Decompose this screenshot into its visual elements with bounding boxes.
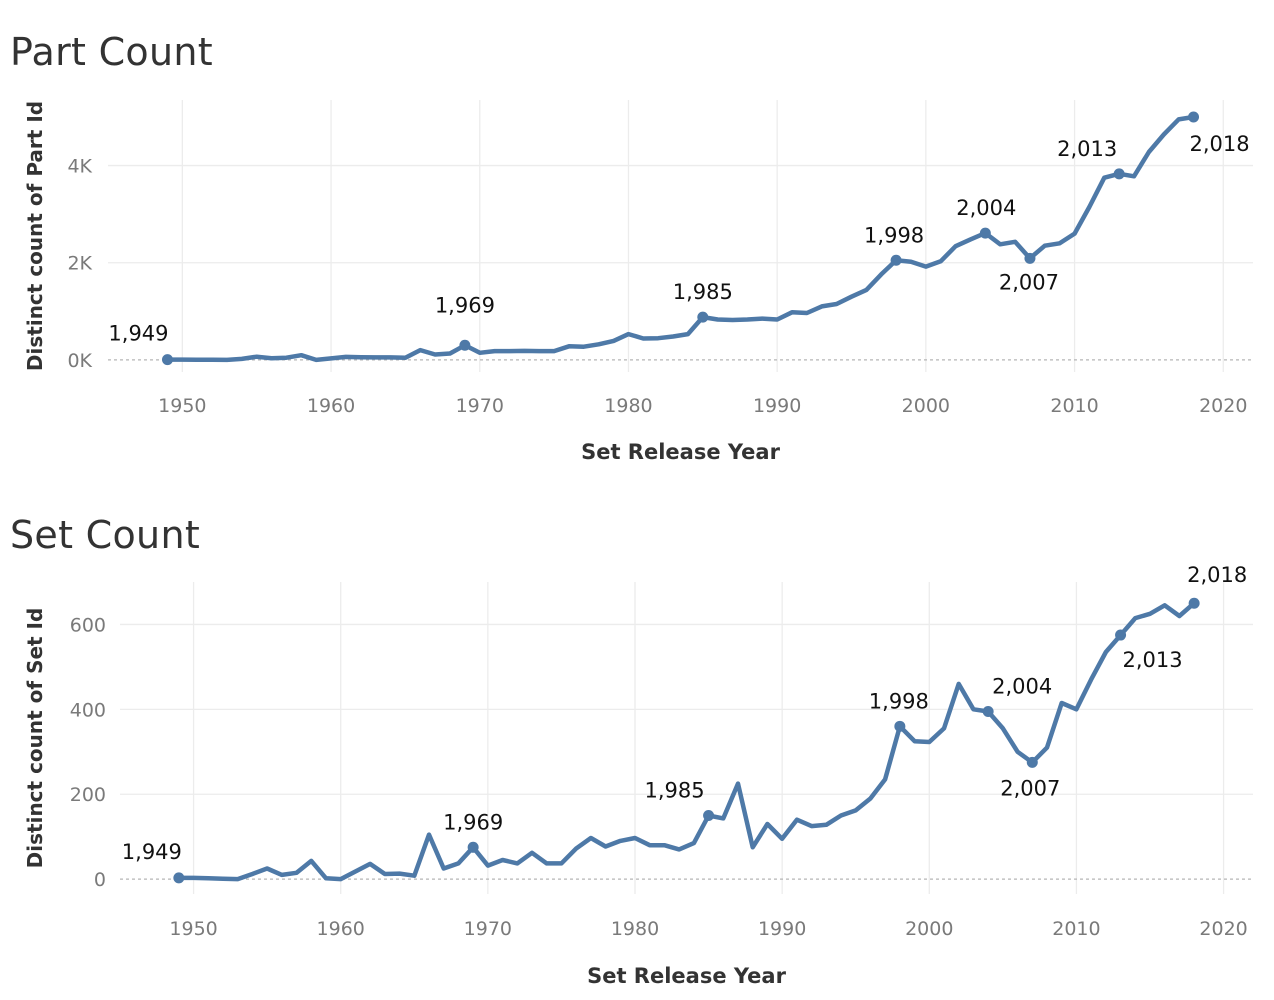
data-label: 2,004 (992, 674, 1052, 698)
x-tick-label: 2010 (1052, 918, 1100, 940)
x-tick-label: 1950 (158, 395, 206, 417)
part-count-title: Part Count (10, 30, 213, 74)
x-tick-label: 2000 (902, 395, 950, 417)
data-label: 1,949 (122, 840, 182, 864)
y-axis-label: Distinct count of Part Id (23, 101, 47, 371)
data-label: 2,018 (1189, 132, 1249, 156)
data-point-marker (1188, 597, 1200, 609)
y-tick-label: 600 (70, 614, 106, 636)
y-tick-label: 200 (70, 784, 106, 806)
data-point-marker (1113, 168, 1125, 180)
data-label: 2,013 (1057, 137, 1117, 161)
data-label: 2,007 (1000, 776, 1060, 800)
x-tick-label: 1960 (317, 918, 365, 940)
y-tick-label: 400 (70, 699, 106, 721)
part-count-chart: 1950 1960 1970 1980 1990 2000 2010 2020 0K 2K 4K Se… (23, 100, 1253, 464)
data-label: 1,949 (108, 322, 168, 346)
y-axis-label: Distinct count of Set Id (23, 608, 47, 869)
data-point-marker (1188, 111, 1200, 123)
data-label: 2,018 (1187, 563, 1247, 587)
data-point-marker (467, 841, 479, 853)
x-tick-label: 2020 (1199, 918, 1247, 940)
x-tick-label: 1970 (456, 395, 504, 417)
set-count-title: Set Count (10, 513, 201, 557)
y-tick-label: 2K (67, 253, 92, 275)
x-tick-label: 1980 (604, 395, 652, 417)
x-tick-label: 1960 (307, 395, 355, 417)
data-label: 2,007 (999, 270, 1059, 294)
data-point-marker (894, 720, 906, 732)
data-point-marker (1026, 756, 1038, 768)
data-point-marker (459, 339, 471, 351)
data-label: 2,004 (956, 196, 1016, 220)
data-point-marker (890, 254, 902, 266)
y-tick-label: 4K (67, 156, 92, 178)
x-tick-label: 2000 (905, 918, 953, 940)
data-label: 1,998 (869, 689, 929, 713)
x-axis-label: Set Release Year (587, 964, 786, 988)
data-label: 1,969 (443, 810, 503, 834)
data-point-marker (697, 311, 709, 323)
data-point-marker (161, 354, 173, 366)
data-point-marker (979, 227, 991, 239)
data-label: 1,998 (864, 223, 924, 247)
data-label: 1,985 (673, 280, 733, 304)
data-label: 1,985 (645, 778, 705, 802)
x-tick-label: 1950 (169, 918, 217, 940)
y-tick-label: 0K (67, 350, 92, 372)
data-point-marker (982, 705, 994, 717)
x-tick-label: 1990 (753, 395, 801, 417)
data-label: 2,013 (1123, 648, 1183, 672)
series-line (176, 600, 1197, 882)
x-tick-label: 2020 (1199, 395, 1247, 417)
set-count-chart: 1950 1960 1970 1980 1990 2000 2010 2020 0 200 400 6… (23, 563, 1253, 988)
data-label: 1,969 (435, 293, 495, 317)
series-line (165, 114, 1196, 363)
data-point-marker (173, 872, 185, 884)
x-tick-label: 2010 (1050, 395, 1098, 417)
y-tick-label: 0 (94, 869, 106, 891)
data-point-marker (1115, 629, 1127, 641)
x-tick-label: 1970 (464, 918, 512, 940)
x-tick-label: 1980 (611, 918, 659, 940)
data-point-marker (703, 809, 715, 821)
x-axis-label: Set Release Year (581, 440, 780, 464)
data-point-marker (1024, 252, 1036, 264)
x-tick-label: 1990 (758, 918, 806, 940)
